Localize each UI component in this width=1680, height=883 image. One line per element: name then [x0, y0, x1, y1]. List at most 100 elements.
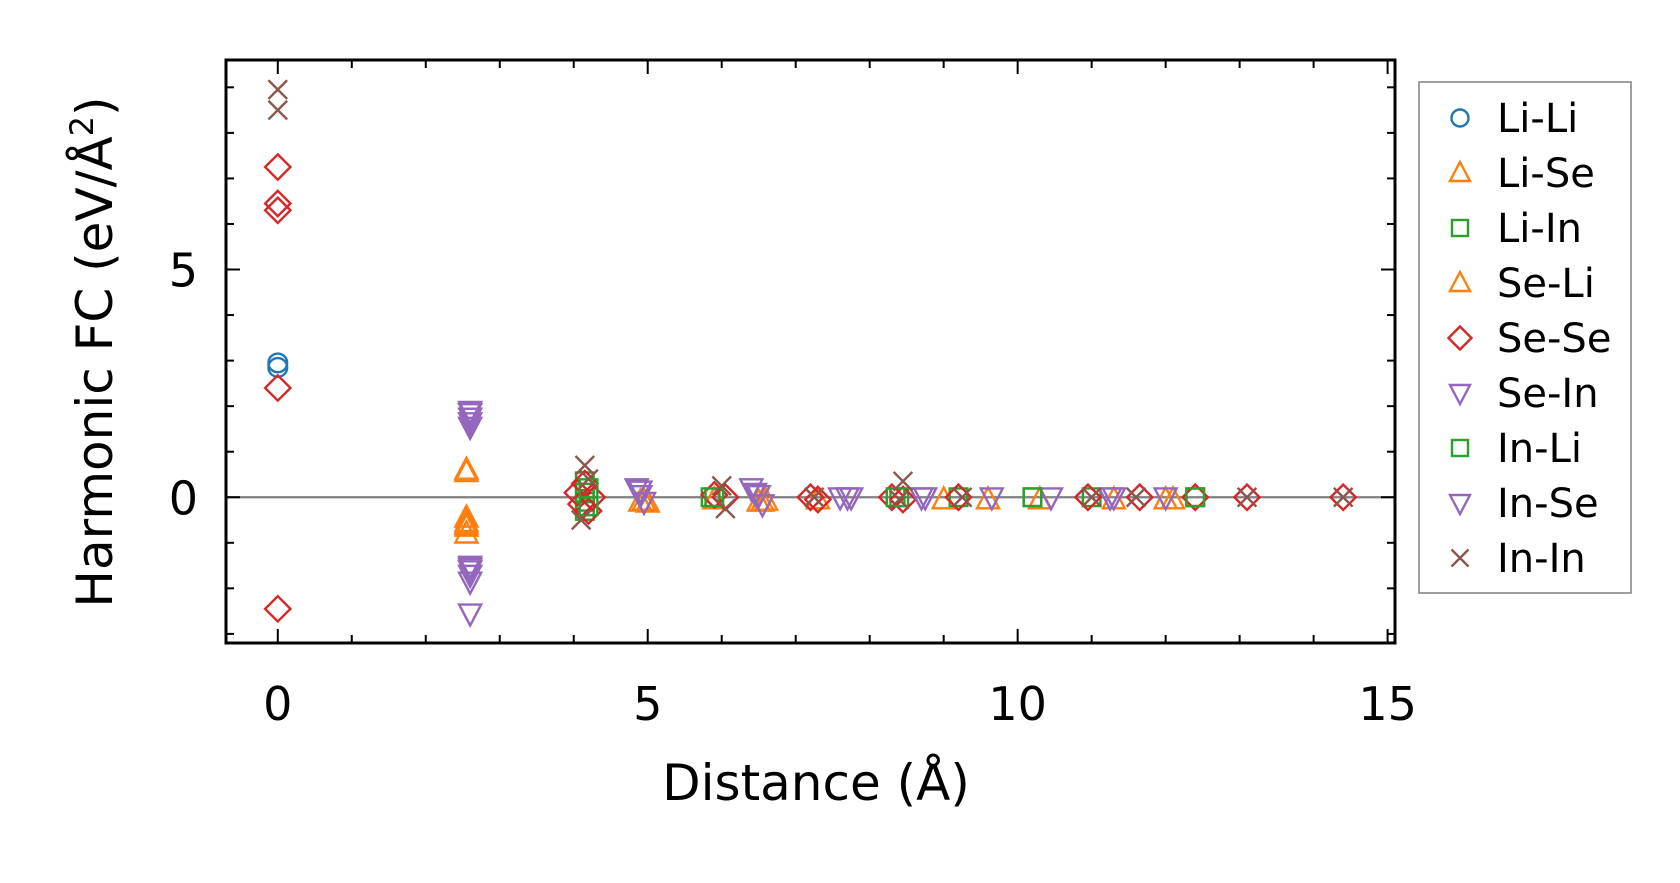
legend-label: Se-Se: [1497, 316, 1611, 362]
legend-label: In-In: [1497, 536, 1586, 582]
legend-marker-se-in: [1448, 383, 1472, 407]
point-in-se: [912, 487, 939, 512]
point-se-se: [1328, 482, 1358, 512]
point-se-in: [838, 487, 865, 512]
point-se-se: [263, 594, 293, 624]
point-in-se: [742, 482, 768, 508]
point-se-in: [1152, 487, 1179, 512]
legend-marker-se-li: [1448, 269, 1472, 293]
legend-label: Li-Li: [1497, 96, 1578, 142]
point-in-in: [1333, 487, 1354, 508]
point-se-in: [457, 407, 484, 433]
point-se-in: [978, 487, 1005, 512]
point-in-se: [457, 402, 484, 428]
legend-item: Se-In: [1448, 371, 1599, 417]
point-se-in: [749, 494, 776, 519]
ticks: [226, 60, 1395, 643]
point-in-in: [578, 468, 599, 490]
series-li-li: [267, 352, 289, 378]
point-in-li: [1185, 487, 1206, 508]
legend-item: Li-Li: [1450, 96, 1578, 142]
point-se-in: [1037, 487, 1064, 512]
point-in-li: [1022, 487, 1043, 508]
point-li-se: [453, 503, 480, 528]
x-tick-label: 15: [1358, 677, 1417, 731]
legend-label: Se-Li: [1497, 261, 1595, 307]
point-se-se: [563, 478, 592, 508]
point-in-in: [715, 498, 736, 519]
point-se-se: [263, 373, 293, 403]
series-in-in: [267, 79, 1354, 531]
point-in-in: [267, 99, 288, 121]
point-in-in: [1236, 487, 1258, 508]
point-se-se: [263, 152, 293, 182]
legend-marker-in-se: [1448, 493, 1472, 517]
axes: [224, 58, 1397, 645]
legend-marker-li-in: [1450, 218, 1470, 238]
point-se-se: [1232, 482, 1262, 512]
legend-item: Se-Se: [1446, 316, 1611, 362]
point-in-li: [578, 496, 599, 517]
point-se-in: [457, 571, 484, 597]
legend-item: Li-Se: [1448, 151, 1595, 197]
point-in-se: [834, 487, 861, 512]
point-li-se: [453, 519, 480, 544]
point-li-in: [948, 487, 969, 508]
legend-marker-in-in: [1450, 548, 1470, 568]
point-se-li: [453, 457, 480, 483]
data-points: [263, 79, 1358, 629]
y-axis-label-main: Harmonic FC (eV/Å: [66, 136, 124, 607]
y-tick-label: 0: [169, 471, 198, 525]
point-se-se: [877, 482, 907, 512]
legend-box: [1418, 81, 1632, 594]
point-in-se: [627, 480, 654, 506]
x-axis-label: Distance (Å): [662, 754, 970, 812]
point-in-se: [1100, 487, 1127, 512]
point-in-in: [804, 487, 825, 508]
point-in-in: [892, 471, 914, 492]
point-se-li: [975, 484, 1002, 510]
point-se-se: [803, 485, 833, 514]
point-se-in: [457, 564, 484, 590]
legend-item: Se-Li: [1448, 261, 1595, 307]
legend-label: Se-In: [1497, 371, 1599, 417]
point-in-in: [889, 489, 910, 510]
series-in-se: [457, 402, 1127, 583]
plot-frame: [224, 58, 1397, 645]
legend: Li-Li Li-Se Li-In Se-Li Se-Se Se-In In-Li In-Se…: [1418, 81, 1632, 594]
point-se-in: [457, 412, 484, 437]
point-in-in: [951, 487, 973, 508]
point-in-in: [267, 79, 288, 100]
point-se-in: [457, 603, 484, 629]
series-se-se: [263, 152, 1358, 624]
point-se-in: [1097, 487, 1124, 512]
point-in-li: [704, 487, 725, 508]
point-in-se: [457, 557, 484, 583]
point-se-se: [577, 482, 607, 512]
legend-item: Li-In: [1450, 206, 1582, 252]
point-in-in: [574, 455, 596, 476]
y-tick-label: 5: [169, 244, 198, 298]
legend-marker-se-se: [1446, 324, 1474, 352]
legend-marker-li-li: [1450, 108, 1470, 128]
x-tick-label: 5: [633, 677, 662, 731]
point-in-in: [570, 509, 592, 531]
tick-labels: 0 5 10 15 0 5: [169, 244, 1417, 731]
legend-item: In-Se: [1448, 481, 1599, 527]
legend-label: Li-In: [1497, 206, 1582, 252]
legend-label: Li-Se: [1497, 151, 1595, 197]
legend-label: In-Se: [1497, 481, 1599, 527]
point-in-in: [1081, 487, 1102, 508]
legend-label: In-Li: [1497, 426, 1582, 472]
point-se-li: [1160, 484, 1187, 510]
legend-item: In-In: [1450, 536, 1586, 582]
point-in-in: [1125, 487, 1147, 508]
y-axis-label-superscript: 2: [63, 116, 101, 136]
point-li-li: [267, 352, 289, 374]
point-se-se: [263, 195, 293, 225]
x-tick-label: 0: [263, 677, 292, 731]
point-se-li: [453, 509, 480, 535]
legend-item: In-Li: [1450, 426, 1582, 472]
series-in-li: [578, 478, 1206, 517]
